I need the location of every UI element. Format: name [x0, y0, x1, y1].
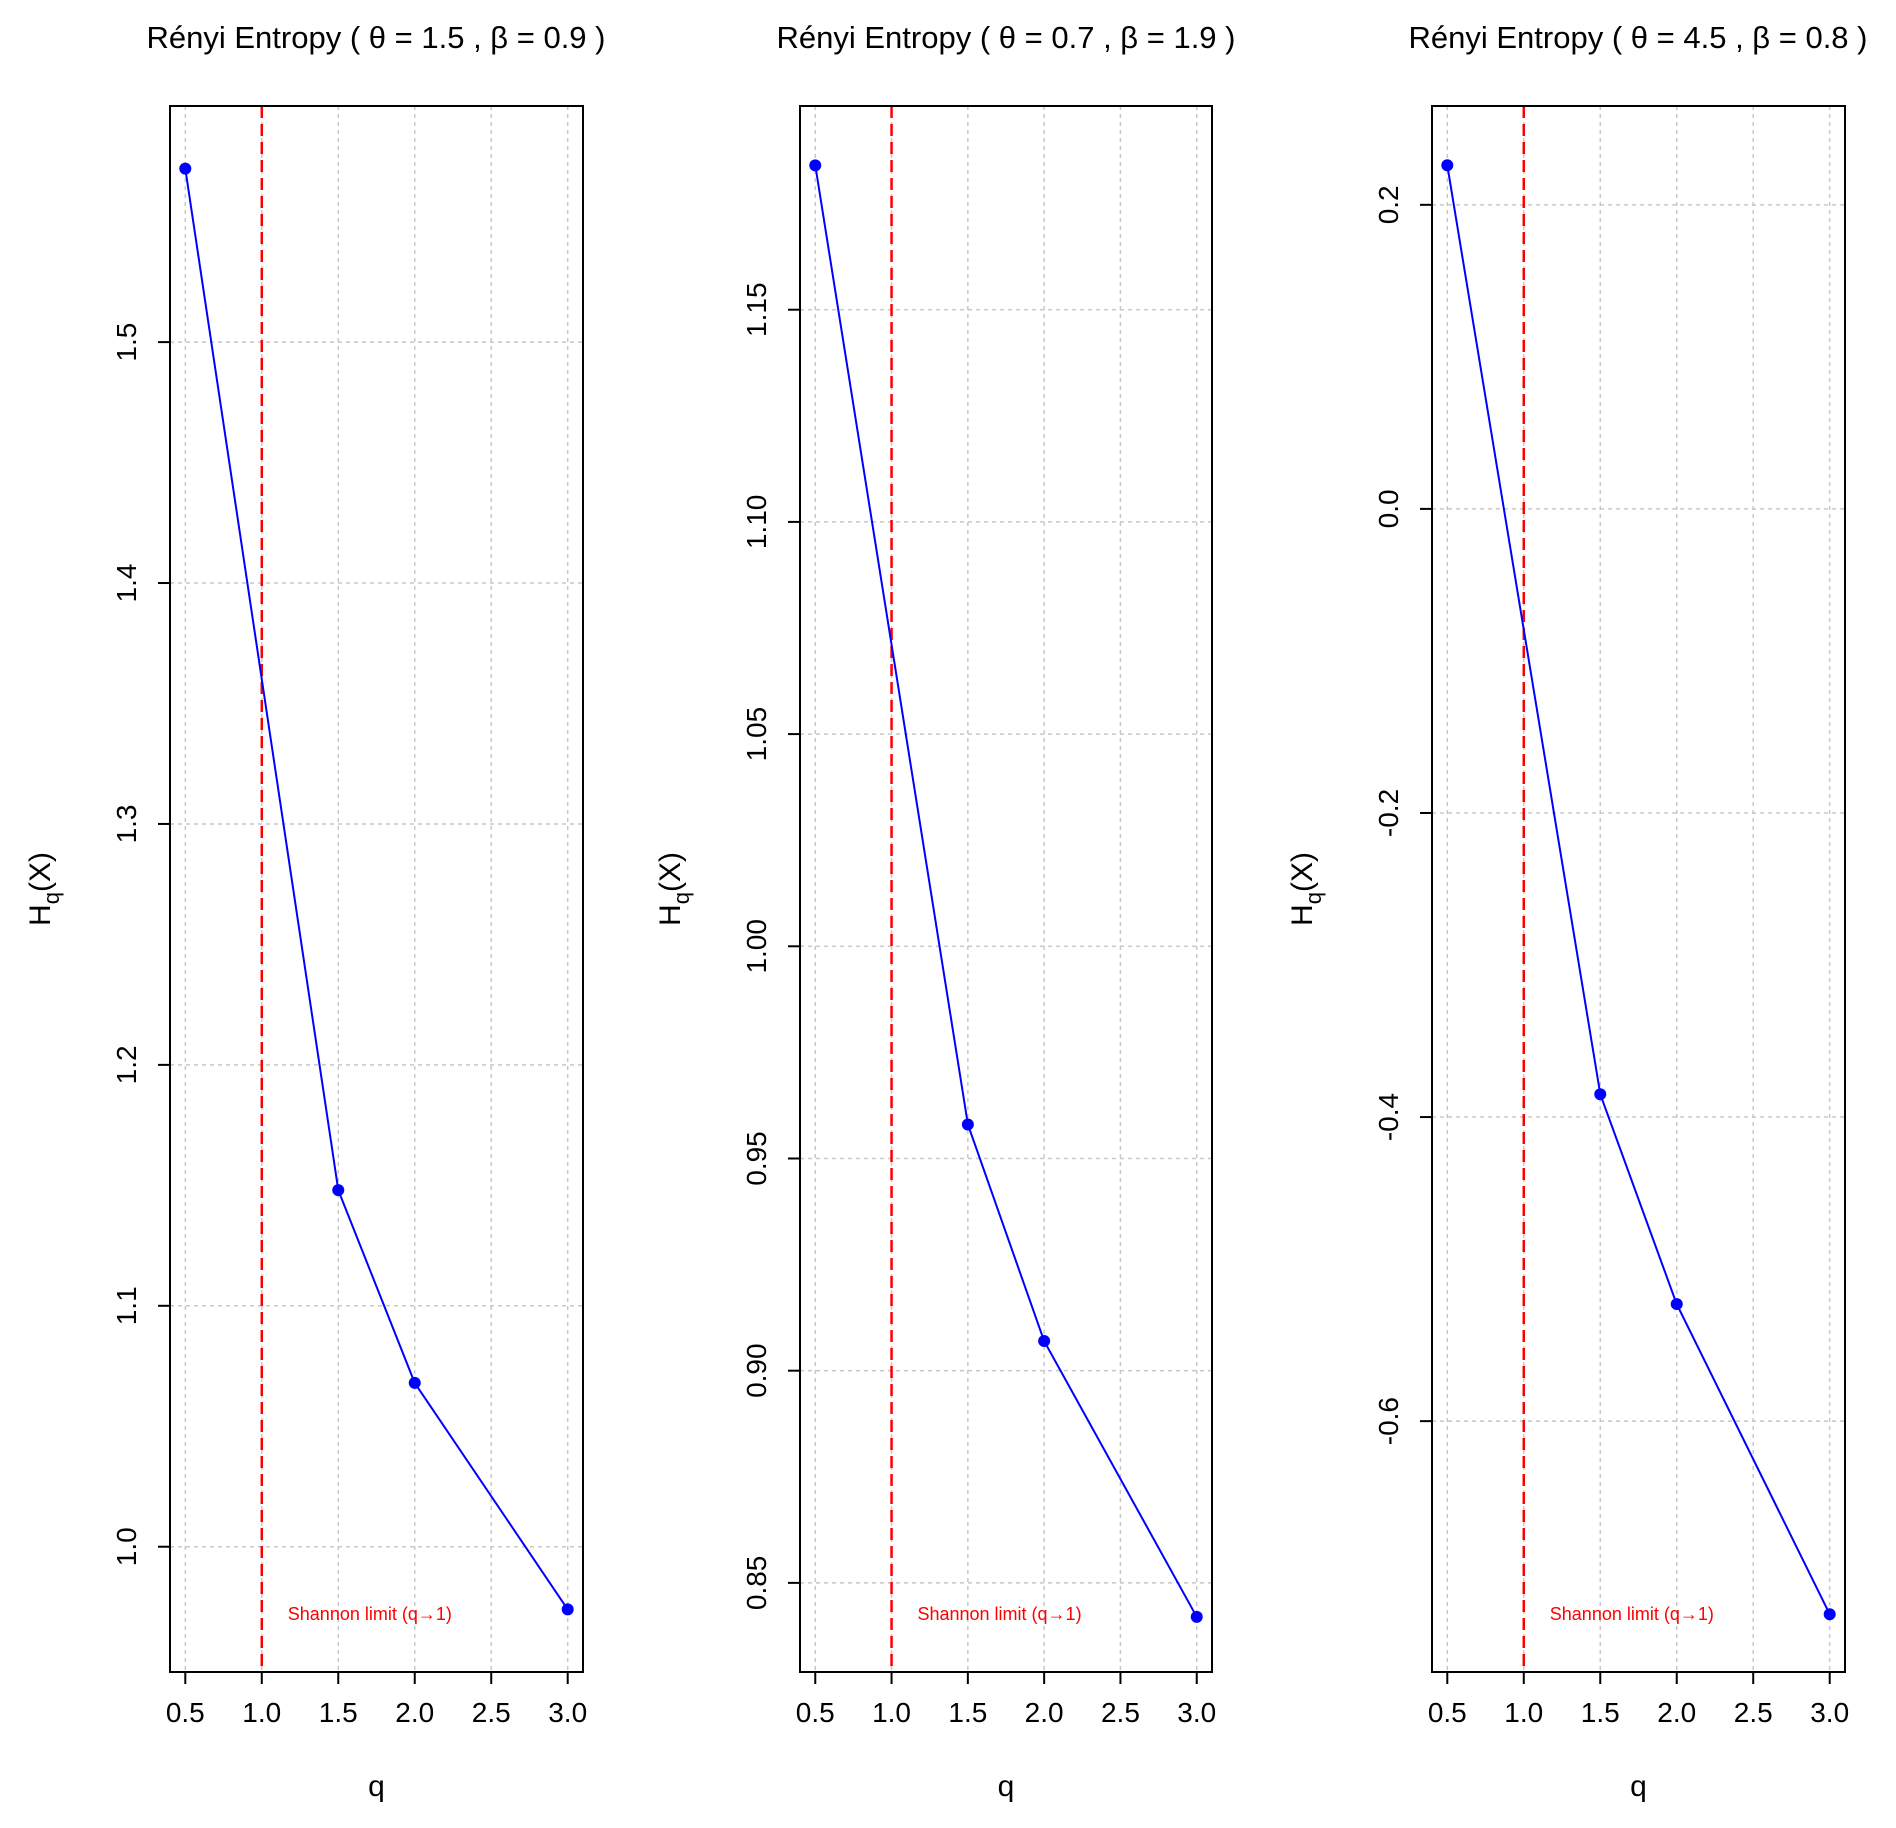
chart-title-paren: ( θ = — [971, 20, 1051, 55]
chart-title-sep: , β = — [1726, 20, 1805, 55]
y-tick-label: 1.05 — [741, 707, 772, 762]
y-tick-label: 1.5 — [111, 323, 142, 362]
data-point — [1038, 1334, 1051, 1347]
series-line — [184, 168, 569, 1610]
data-point — [1190, 1610, 1203, 1623]
x-tick-label: 2.5 — [472, 1697, 511, 1728]
x-tick-label: 1.0 — [872, 1697, 911, 1728]
x-tick-label: 2.0 — [1025, 1697, 1064, 1728]
shannon-limit-label: Shannon limit (q→1) — [288, 1604, 452, 1624]
data-point — [1441, 159, 1454, 172]
y-axis-label-suffix: (X) — [1286, 852, 1319, 892]
y-axis-label-suffix: (X) — [24, 852, 57, 892]
chart-title-paren: ( θ = — [341, 20, 421, 55]
chart-title-sep: , β = — [1094, 20, 1173, 55]
y-tick-label: 1.10 — [741, 495, 772, 550]
chart-title-close: ) — [587, 20, 606, 55]
x-tick-label: 1.5 — [948, 1697, 987, 1728]
chart-title-text: Rényi Entropy — [777, 20, 972, 55]
y-tick-label: 0.85 — [741, 1556, 772, 1611]
shannon-limit-label: Shannon limit (q→1) — [917, 1604, 1081, 1624]
plot-frame — [1431, 105, 1846, 1673]
chart-title-theta: 4.5 — [1683, 20, 1726, 55]
y-axis-label-sub: q — [1301, 892, 1326, 904]
series-line — [814, 165, 1198, 1618]
x-tick-label: 2.5 — [1734, 1697, 1773, 1728]
data-point — [1594, 1088, 1607, 1101]
data-point — [332, 1184, 345, 1197]
x-tick-label: 3.0 — [548, 1697, 587, 1728]
y-tick-label: 0.0 — [1373, 489, 1404, 528]
chart-title-sep: , β = — [464, 20, 543, 55]
x-tick-label: 1.5 — [319, 1697, 358, 1728]
chart-title: Rényi Entropy ( θ = 4.5 , β = 0.8 ) — [1409, 20, 1868, 55]
chart-title-text: Rényi Entropy — [1409, 20, 1604, 55]
series-line — [1446, 165, 1831, 1615]
y-tick-label: -0.2 — [1373, 789, 1404, 837]
chart-title-close: ) — [1217, 20, 1236, 55]
data-point — [408, 1376, 421, 1389]
x-tick-label: 0.5 — [796, 1697, 835, 1728]
chart-title-paren: ( θ = — [1603, 20, 1683, 55]
chart-title-theta: 0.7 — [1051, 20, 1094, 55]
plot-frame — [169, 105, 584, 1673]
data-point — [961, 1118, 974, 1131]
data-point — [1670, 1298, 1683, 1311]
y-axis-label-main: H — [1286, 904, 1319, 926]
y-axis-label-suffix: (X) — [654, 852, 687, 892]
plot-frame — [799, 105, 1213, 1673]
x-axis-label: q — [998, 1770, 1015, 1803]
y-tick-label: 1.00 — [741, 919, 772, 974]
chart-title-theta: 1.5 — [421, 20, 464, 55]
chart-panel-2: Rényi Entropy ( θ = 0.7 , β = 1.9 ) Shann… — [654, 20, 1236, 1803]
data-point — [809, 159, 822, 172]
y-tick-label: 1.2 — [111, 1045, 142, 1084]
x-tick-label: 1.0 — [242, 1697, 281, 1728]
y-tick-label: 1.3 — [111, 804, 142, 843]
y-axis-label: Hq(X) — [1286, 852, 1326, 926]
y-axis-label: Hq(X) — [654, 852, 694, 926]
chart-panel-3: Rényi Entropy ( θ = 4.5 , β = 0.8 ) Shann… — [1286, 20, 1868, 1803]
data-point — [1823, 1608, 1836, 1621]
chart-title: Rényi Entropy ( θ = 1.5 , β = 0.9 ) — [147, 20, 606, 55]
data-point — [561, 1603, 574, 1616]
chart-title-close: ) — [1849, 20, 1868, 55]
y-tick-label: -0.4 — [1373, 1093, 1404, 1141]
x-tick-label: 1.0 — [1504, 1697, 1543, 1728]
y-axis-label-sub: q — [39, 892, 64, 904]
y-tick-label: 1.0 — [111, 1527, 142, 1566]
y-tick-label: 1.15 — [741, 282, 772, 337]
chart-title: Rényi Entropy ( θ = 0.7 , β = 1.9 ) — [777, 20, 1236, 55]
data-point — [179, 162, 192, 175]
x-axis-label: q — [368, 1770, 385, 1803]
y-tick-label: 0.90 — [741, 1343, 772, 1398]
y-tick-label: 1.4 — [111, 564, 142, 603]
x-tick-label: 2.0 — [395, 1697, 434, 1728]
x-tick-label: 0.5 — [1428, 1697, 1467, 1728]
y-tick-label: 0.2 — [1373, 185, 1404, 224]
x-axis-label: q — [1630, 1770, 1647, 1803]
x-tick-label: 3.0 — [1810, 1697, 1849, 1728]
chart-title-beta: 0.8 — [1805, 20, 1848, 55]
chart-title-beta: 0.9 — [543, 20, 586, 55]
y-tick-label: -0.6 — [1373, 1397, 1404, 1445]
x-tick-label: 0.5 — [166, 1697, 205, 1728]
y-tick-label: 0.95 — [741, 1131, 772, 1186]
y-axis-label: Hq(X) — [24, 852, 64, 926]
x-tick-label: 2.0 — [1657, 1697, 1696, 1728]
y-axis-label-main: H — [24, 904, 57, 926]
chart-title-beta: 1.9 — [1173, 20, 1216, 55]
x-tick-label: 1.5 — [1581, 1697, 1620, 1728]
x-tick-label: 2.5 — [1101, 1697, 1140, 1728]
y-tick-label: 1.1 — [111, 1286, 142, 1325]
chart-title-text: Rényi Entropy — [147, 20, 342, 55]
chart-panel-1: Rényi Entropy ( θ = 1.5 , β = 0.9 ) Shann… — [24, 20, 606, 1803]
shannon-limit-label: Shannon limit (q→1) — [1550, 1604, 1714, 1624]
y-axis-label-main: H — [654, 904, 687, 926]
x-tick-label: 3.0 — [1177, 1697, 1216, 1728]
y-axis-label-sub: q — [669, 892, 694, 904]
